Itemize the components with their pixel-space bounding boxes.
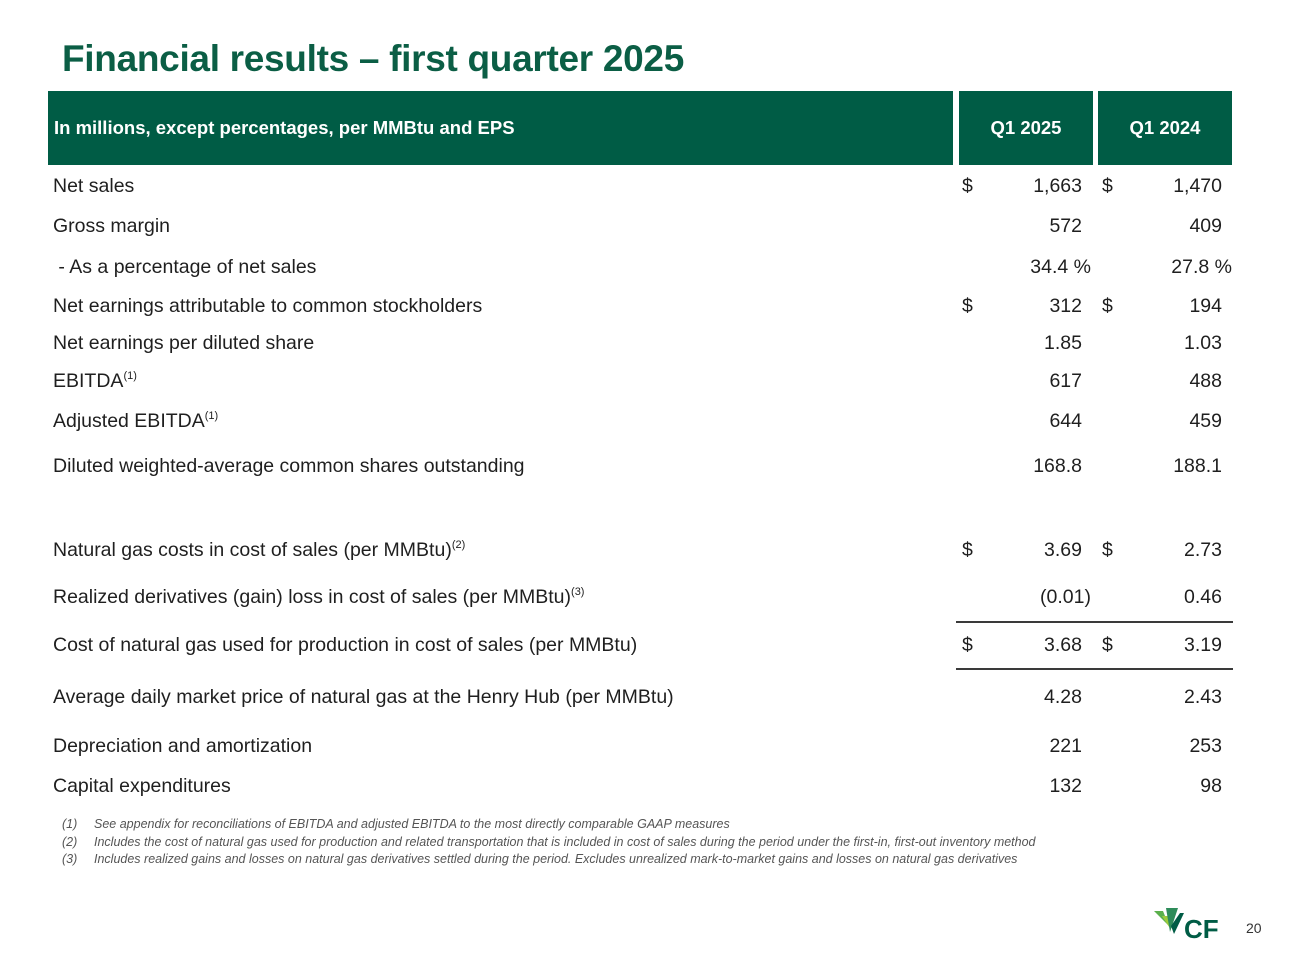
footnotes: (1) See appendix for reconciliations of … [62, 816, 1142, 869]
table-row: Capital expenditures 132 98 [0, 771, 1300, 801]
value-q1-2025: 132 [1049, 775, 1082, 797]
value-q1-2024: 98 [1200, 775, 1222, 797]
value-q1-2025: 572 [1049, 215, 1082, 237]
row-label: - As a percentage of net sales [53, 256, 317, 278]
currency-symbol: $ [1102, 295, 1113, 317]
value-q1-2024: 0.46 [1184, 586, 1222, 608]
cf-industries-logo-icon: CF [1154, 908, 1219, 944]
row-label: Gross margin [53, 215, 171, 237]
currency-symbol: $ [1102, 539, 1113, 561]
footnote-ref: (1) [204, 410, 219, 422]
logo-wordmark: CF [1184, 914, 1219, 942]
table-header-label: In millions, except percentages, per MMB… [48, 91, 953, 165]
value-q1-2025: 3.69 [1044, 539, 1082, 561]
column-header-q1-2025: Q1 2025 [959, 91, 1093, 165]
value-q1-2024: 488 [1189, 370, 1222, 392]
value-q1-2024: 2.73 [1184, 539, 1222, 561]
value-q1-2025: 1.85 [1044, 332, 1082, 354]
row-label: Diluted weighted-average common shares o… [53, 455, 525, 477]
value-q1-2025: 34.4 % [1030, 256, 1091, 278]
table-row: Depreciation and amortization 221 253 [0, 731, 1300, 761]
currency-symbol: $ [1102, 175, 1113, 197]
table-row: Natural gas costs in cost of sales (per … [0, 535, 1300, 565]
currency-symbol: $ [962, 295, 973, 317]
row-label: Average daily market price of natural ga… [53, 686, 674, 708]
value-q1-2024: 3.19 [1184, 634, 1222, 656]
row-label: Capital expenditures [53, 775, 231, 797]
table-row: Average daily market price of natural ga… [0, 682, 1300, 712]
table-row: Cost of natural gas used for production … [0, 630, 1300, 660]
value-q1-2025: (0.01) [1040, 586, 1091, 608]
footnote-text: Includes the cost of natural gas used fo… [94, 834, 1036, 849]
row-label: Net earnings attributable to common stoc… [53, 295, 483, 317]
footnote-number: (1) [62, 817, 78, 831]
total-rule [956, 668, 1233, 670]
footnote-text: Includes realized gains and losses on na… [94, 852, 1018, 866]
value-q1-2025: 3.68 [1044, 634, 1082, 656]
footnote-ref: (1) [123, 370, 137, 382]
value-q1-2024: 1.03 [1184, 332, 1222, 354]
row-label: Net sales [53, 175, 135, 197]
footnote-number: (2) [62, 834, 78, 849]
value-q1-2025: 1,663 [1033, 175, 1082, 197]
footnote: (3) Includes realized gains and losses o… [62, 851, 1142, 869]
row-label: Realized derivatives (gain) loss in cost… [53, 586, 572, 608]
value-q1-2024: 1,470 [1173, 175, 1222, 197]
footnote-text: See appendix for reconciliations of EBIT… [94, 817, 730, 831]
page-number: 20 [1246, 920, 1262, 936]
value-q1-2025: 4.28 [1044, 686, 1082, 708]
row-label: Net earnings per diluted share [53, 332, 315, 354]
value-q1-2024: 253 [1189, 735, 1222, 757]
subtotal-rule [956, 621, 1233, 623]
table-row: Realized derivatives (gain) loss in cost… [0, 582, 1300, 612]
table-row: Net earnings attributable to common stoc… [0, 291, 1300, 321]
value-q1-2024: 459 [1189, 410, 1222, 432]
table-row: Adjusted EBITDA(1) 644 459 [0, 406, 1300, 436]
cf-logo: CF [1154, 908, 1226, 944]
footnote: (2) Includes the cost of natural gas use… [62, 834, 1142, 852]
row-label: Cost of natural gas used for production … [53, 634, 638, 656]
value-q1-2024: 409 [1189, 215, 1222, 237]
currency-symbol: $ [962, 634, 973, 656]
currency-symbol: $ [962, 539, 973, 561]
row-label: EBITDA [53, 370, 124, 392]
value-q1-2025: 644 [1049, 410, 1082, 432]
footnote-number: (3) [62, 852, 78, 866]
value-q1-2024: 27.8 % [1171, 256, 1232, 278]
value-q1-2025: 617 [1049, 370, 1082, 392]
table-row: Gross margin 572 409 [0, 211, 1300, 241]
table-row: Net sales $ 1,663 $ 1,470 [0, 171, 1300, 201]
column-header-q1-2024: Q1 2024 [1098, 91, 1232, 165]
row-label: Depreciation and amortization [53, 735, 313, 757]
currency-symbol: $ [1102, 634, 1113, 656]
value-q1-2025: 312 [1049, 295, 1082, 317]
value-q1-2025: 221 [1049, 735, 1082, 757]
table-row: Diluted weighted-average common shares o… [0, 451, 1300, 481]
value-q1-2025: 168.8 [1033, 455, 1082, 477]
footnote-ref: (3) [571, 586, 585, 598]
table-row: Net earnings per diluted share 1.85 1.03 [0, 328, 1300, 358]
currency-symbol: $ [962, 175, 973, 197]
value-q1-2024: 2.43 [1184, 686, 1222, 708]
table-row: EBITDA(1) 617 488 [0, 366, 1300, 396]
footnote-ref: (2) [451, 539, 466, 551]
table-row: - As a percentage of net sales 34.4 % 27… [0, 252, 1300, 282]
value-q1-2024: 194 [1189, 295, 1222, 317]
value-q1-2024: 188.1 [1173, 455, 1222, 477]
footnote: (1) See appendix for reconciliations of … [62, 816, 1142, 834]
row-label: Natural gas costs in cost of sales (per … [53, 539, 452, 561]
page-title: Financial results – first quarter 2025 [62, 38, 684, 79]
row-label: Adjusted EBITDA [53, 410, 205, 432]
